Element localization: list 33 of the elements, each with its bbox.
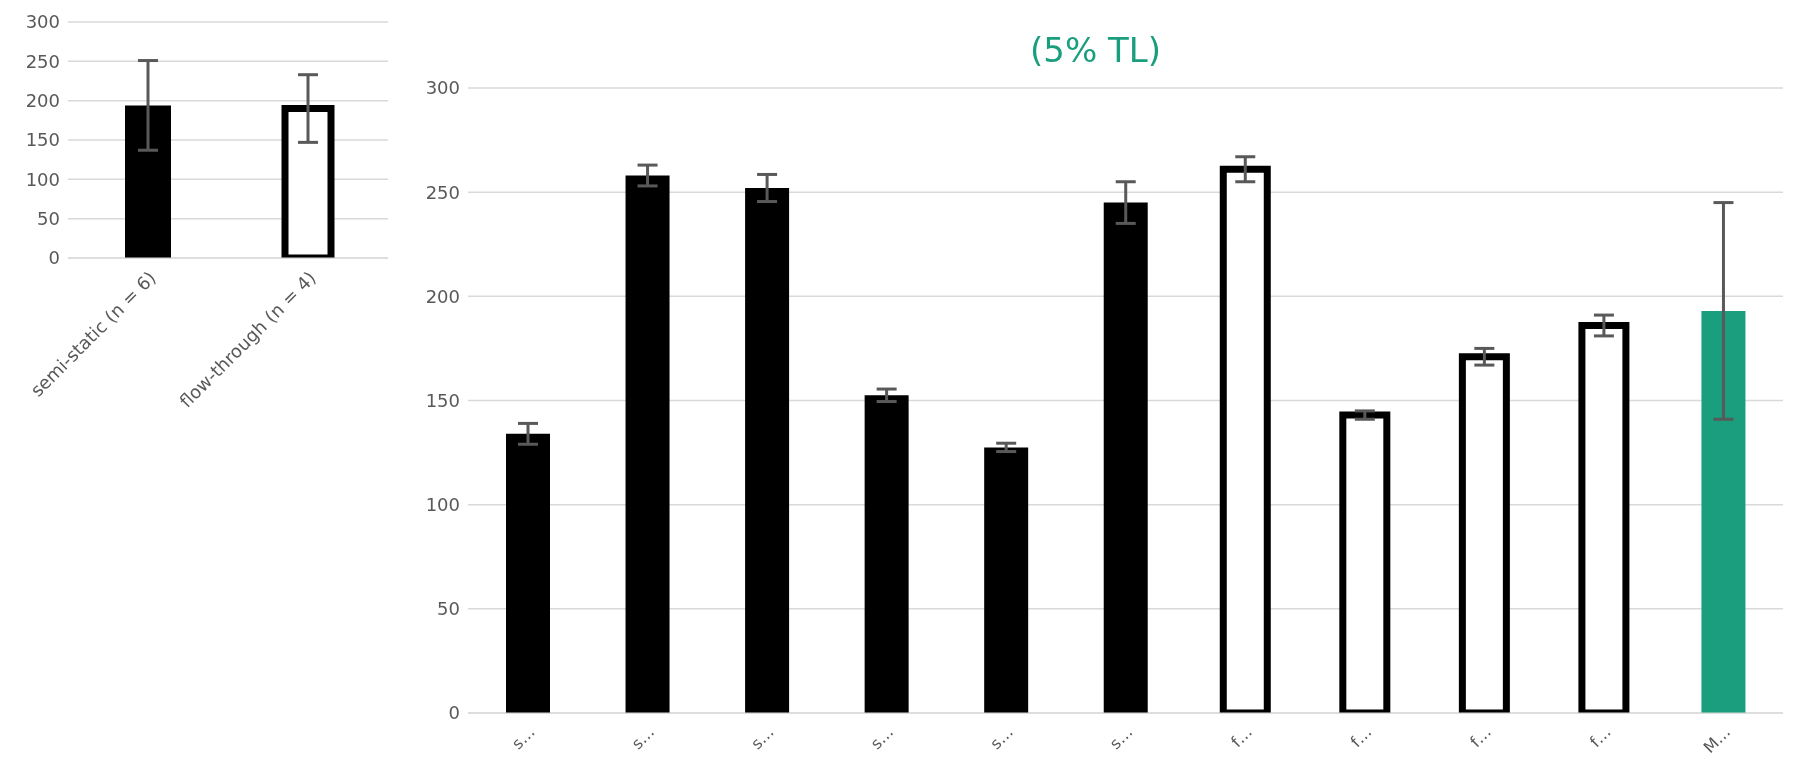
y-tick-label: 200 — [25, 90, 60, 112]
y-tick-label: 100 — [425, 494, 460, 516]
x-tick-label: s… — [1105, 722, 1137, 754]
x-tick-label: f… — [1466, 722, 1495, 752]
bar — [506, 433, 550, 713]
x-tick-label: M… — [1699, 722, 1735, 757]
y-tick-label: 300 — [25, 11, 60, 33]
x-tick-label: s… — [986, 722, 1017, 754]
y-tick-label: 50 — [437, 598, 460, 620]
y-tick-label: 100 — [25, 168, 60, 190]
x-tick-label: f… — [1585, 722, 1615, 752]
y-tick-label: 0 — [48, 247, 60, 269]
x-tick-label: f… — [1227, 722, 1256, 752]
y-tick-label: 150 — [425, 389, 460, 411]
x-tick-label: s… — [507, 722, 539, 754]
y-tick-label: 50 — [37, 208, 60, 230]
x-tick-label: s… — [627, 722, 659, 754]
bar — [625, 175, 670, 713]
x-tick-label: s… — [747, 722, 778, 754]
y-tick-label: 0 — [448, 702, 460, 724]
x-tick-label: s… — [866, 722, 898, 754]
chart-title: (5% TL) — [1029, 30, 1162, 70]
y-tick-label: 150 — [25, 129, 60, 151]
y-tick-label: 250 — [25, 50, 60, 72]
bar — [864, 395, 909, 713]
bar — [1103, 202, 1148, 713]
y-tick-label: 200 — [425, 285, 460, 307]
y-tick-label: 300 — [425, 77, 460, 99]
x-tick-label: f… — [1346, 722, 1376, 752]
bar — [745, 188, 790, 713]
bar — [984, 447, 1029, 713]
bar — [1701, 310, 1746, 713]
y-tick-label: 250 — [425, 181, 460, 203]
